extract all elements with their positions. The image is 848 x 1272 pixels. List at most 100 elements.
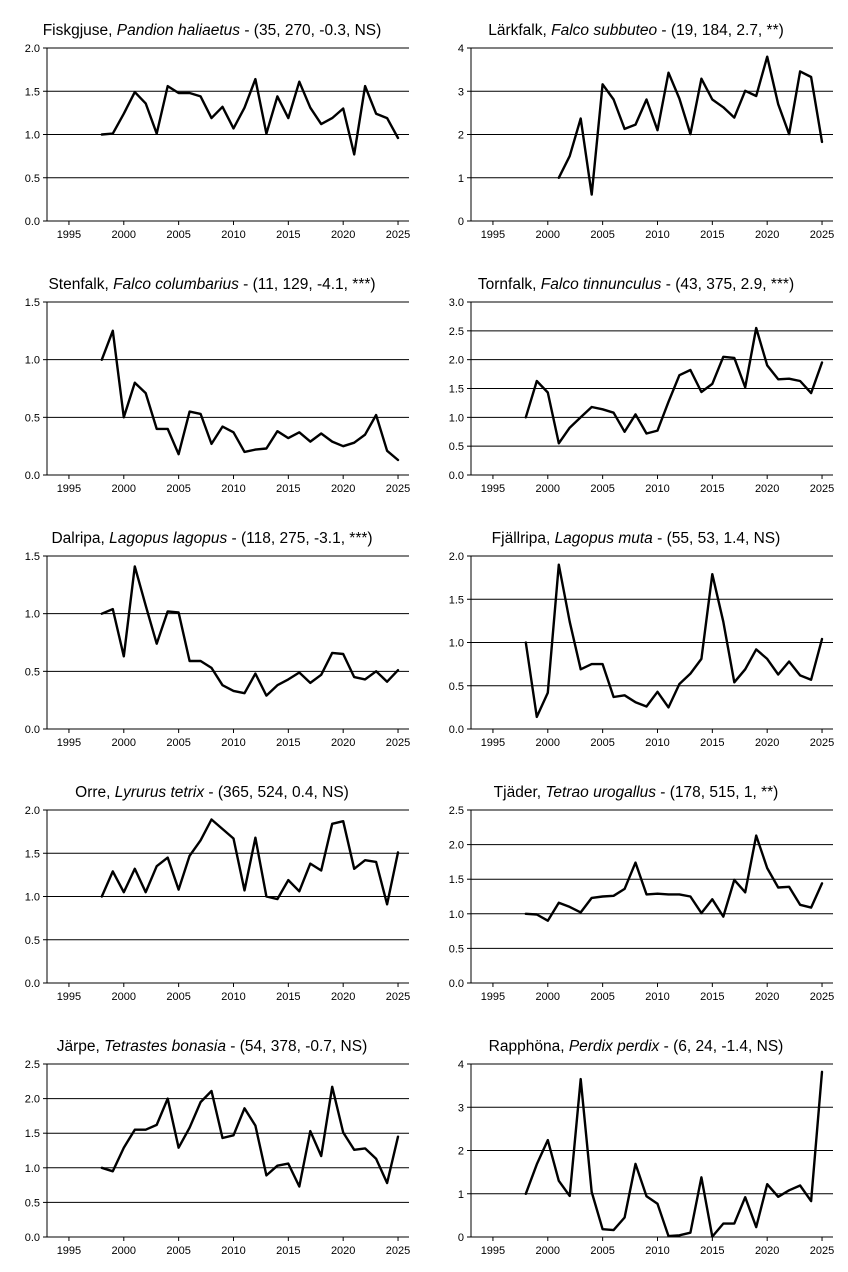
x-tick-label: 2020 bbox=[755, 483, 779, 495]
x-tick-label: 2025 bbox=[386, 737, 410, 749]
x-tick-label: 2015 bbox=[276, 991, 300, 1003]
y-tick-label: 0.0 bbox=[25, 978, 40, 990]
x-tick-label: 2015 bbox=[700, 1245, 724, 1257]
x-tick-label: 1995 bbox=[57, 229, 81, 241]
y-tick-label: 0.5 bbox=[449, 441, 464, 453]
x-tick-label: 2025 bbox=[810, 229, 834, 241]
x-tick-label: 2025 bbox=[386, 229, 410, 241]
species-common-name: Lärkfalk bbox=[488, 22, 543, 39]
line-chart: 0 1 2 3 4 1995 2000 2005 2010 2015 2020 2025 bbox=[458, 43, 834, 241]
y-tick-label: 0.0 bbox=[25, 470, 40, 482]
x-tick-label: 1995 bbox=[481, 991, 505, 1003]
x-tick-label: 2015 bbox=[700, 229, 724, 241]
y-tick-label: 2 bbox=[458, 130, 464, 142]
x-tick-label: 2005 bbox=[590, 1245, 614, 1257]
species-scientific-name: Falco tinnunculus bbox=[540, 276, 662, 293]
species-common-name: Orre bbox=[75, 784, 107, 801]
y-tick-label: 1.0 bbox=[25, 1163, 40, 1175]
x-tick-label: 2010 bbox=[221, 737, 245, 749]
y-tick-label: 1.5 bbox=[449, 594, 464, 606]
x-tick-label: 2015 bbox=[276, 1245, 300, 1257]
series-line bbox=[524, 834, 824, 922]
x-tick-label: 2020 bbox=[755, 991, 779, 1003]
x-tick-label: 1995 bbox=[57, 483, 81, 495]
y-tick-label: 1.5 bbox=[25, 86, 40, 98]
y-tick-label: 2 bbox=[458, 1146, 464, 1158]
y-tick-label: 2.0 bbox=[25, 805, 40, 817]
x-tick-label: 1995 bbox=[481, 1245, 505, 1257]
x-tick-label: 2005 bbox=[590, 991, 614, 1003]
chart-title: Fiskgjuse, Pandion haliaetus - (35, 270,… bbox=[42, 22, 382, 39]
x-tick-label: 2010 bbox=[645, 991, 669, 1003]
trend-statistics: - (365, 524, 0.4, NS) bbox=[204, 784, 349, 801]
x-tick-label: 2000 bbox=[112, 737, 136, 749]
x-tick-label: 2020 bbox=[331, 229, 355, 241]
x-tick-label: 2000 bbox=[112, 991, 136, 1003]
x-tick-label: 2010 bbox=[221, 1245, 245, 1257]
y-tick-label: 1.5 bbox=[25, 848, 40, 860]
chart-title: Fjällripa, Lagopus muta - (55, 53, 1.4, … bbox=[491, 530, 781, 547]
series-line bbox=[100, 329, 400, 462]
x-tick-label: 2015 bbox=[276, 737, 300, 749]
x-tick-label: 2025 bbox=[810, 483, 834, 495]
x-tick-label: 2010 bbox=[221, 229, 245, 241]
line-chart: 0.0 0.5 1.0 1.5 2.0 1995 2000 2005 2010 2015 2020 2… bbox=[25, 43, 411, 241]
x-tick-label: 2025 bbox=[810, 737, 834, 749]
x-tick-label: 2015 bbox=[276, 229, 300, 241]
x-tick-label: 1995 bbox=[57, 737, 81, 749]
y-tick-label: 1.0 bbox=[25, 892, 40, 904]
x-tick-label: 2005 bbox=[590, 229, 614, 241]
x-tick-label: 2000 bbox=[112, 1245, 136, 1257]
x-tick-label: 2010 bbox=[645, 1245, 669, 1257]
y-tick-label: 0.5 bbox=[449, 943, 464, 955]
trend-statistics: - (43, 375, 2.9, ***) bbox=[661, 276, 795, 293]
line-chart: 0.0 0.5 1.0 1.5 1995 2000 2005 2010 2015 2020 2025 bbox=[25, 551, 411, 749]
series-line bbox=[100, 565, 400, 697]
y-tick-label: 1 bbox=[458, 173, 464, 185]
y-tick-label: 0.5 bbox=[25, 666, 40, 678]
y-tick-label: 0.0 bbox=[25, 724, 40, 736]
trend-statistics: - (118, 275, -3.1, ***) bbox=[227, 530, 373, 547]
y-tick-label: 4 bbox=[458, 1059, 464, 1071]
species-common-name: Järpe bbox=[56, 1038, 96, 1055]
species-scientific-name: Pandion haliaetus bbox=[116, 22, 241, 39]
species-common-name: Tornfalk bbox=[477, 276, 533, 293]
x-tick-label: 1995 bbox=[481, 483, 505, 495]
x-tick-label: 2025 bbox=[810, 991, 834, 1003]
x-tick-label: 2025 bbox=[386, 1245, 410, 1257]
x-tick-label: 1995 bbox=[481, 229, 505, 241]
x-tick-label: 2020 bbox=[331, 483, 355, 495]
line-chart: 0 1 2 3 4 1995 2000 2005 2010 2015 2020 2025 bbox=[458, 1059, 834, 1257]
x-tick-label: 2020 bbox=[755, 1245, 779, 1257]
chart-panel: Dalripa, Lagopus lagopus - (118, 275, -3… bbox=[0, 508, 424, 762]
y-tick-label: 0 bbox=[458, 1232, 464, 1244]
line-chart: 0.0 0.5 1.0 1.5 1995 2000 2005 2010 2015 2020 2025 bbox=[25, 297, 411, 495]
x-tick-label: 2015 bbox=[700, 737, 724, 749]
x-tick-label: 2010 bbox=[645, 229, 669, 241]
y-tick-label: 0.5 bbox=[449, 681, 464, 693]
x-tick-label: 2000 bbox=[536, 483, 560, 495]
chart-panel: Tjäder, Tetrao urogallus - (178, 515, 1,… bbox=[424, 762, 848, 1016]
chart-panel: Fjällripa, Lagopus muta - (55, 53, 1.4, … bbox=[424, 508, 848, 762]
x-tick-label: 2015 bbox=[700, 483, 724, 495]
series-line bbox=[524, 563, 824, 719]
x-tick-label: 2010 bbox=[221, 991, 245, 1003]
chart-panel: Orre, Lyrurus tetrix - (365, 524, 0.4, N… bbox=[0, 762, 424, 1016]
chart-panel: Rapphöna, Perdix perdix - (6, 24, -1.4, … bbox=[424, 1016, 848, 1270]
species-scientific-name: Lagopus muta bbox=[554, 530, 653, 547]
chart-title: Tjäder, Tetrao urogallus - (178, 515, 1,… bbox=[493, 784, 779, 801]
y-tick-label: 1.0 bbox=[449, 638, 464, 650]
species-common-name: Fiskgjuse bbox=[42, 22, 109, 39]
y-tick-label: 3 bbox=[458, 1102, 464, 1114]
y-tick-label: 1.5 bbox=[449, 384, 464, 396]
y-tick-label: 2.5 bbox=[449, 805, 464, 817]
species-common-name: Stenfalk bbox=[48, 276, 105, 293]
y-tick-label: 0.0 bbox=[449, 470, 464, 482]
trend-statistics: - (11, 129, -4.1, ***) bbox=[238, 276, 376, 293]
x-tick-label: 2005 bbox=[590, 483, 614, 495]
chart-panel: Fiskgjuse, Pandion haliaetus - (35, 270,… bbox=[0, 0, 424, 254]
y-tick-label: 2.0 bbox=[25, 1094, 40, 1106]
x-tick-label: 2005 bbox=[166, 991, 190, 1003]
y-tick-label: 1 bbox=[458, 1189, 464, 1201]
chart-title: Orre, Lyrurus tetrix - (365, 524, 0.4, N… bbox=[75, 784, 349, 801]
